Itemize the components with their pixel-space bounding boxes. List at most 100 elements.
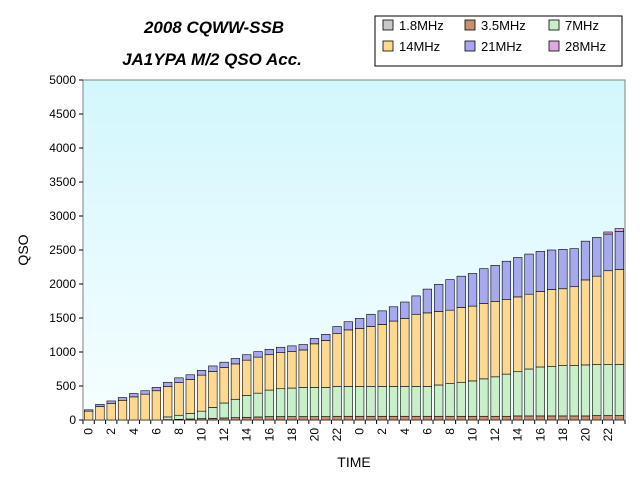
bar-segment-21mhz <box>388 306 399 322</box>
bar-segment-7mhz <box>219 402 229 419</box>
bar-segment-7mhz <box>479 378 489 417</box>
bar-segment-21mhz <box>445 279 455 311</box>
bar-segment-3-5mhz <box>253 416 263 421</box>
bar-segment-14mhz <box>558 288 568 366</box>
plot-area <box>82 79 626 421</box>
bar-segment-7mhz <box>321 387 331 417</box>
bar-segment-3-5mhz <box>321 416 331 421</box>
bar-segment-3-5mhz <box>501 415 512 421</box>
bar-segment-21mhz <box>253 351 263 358</box>
x-tick-label: 2 <box>104 428 118 435</box>
bar-segment-21mhz <box>151 387 161 392</box>
y-axis: 0 500 1000 1500 2000 2500 3000 3500 4000 4500 5000 <box>49 73 83 427</box>
y-tick-label: 0 <box>69 413 76 427</box>
bar-segment-3-5mhz <box>614 415 624 421</box>
x-tick-label: 0 <box>353 428 367 435</box>
bar-segment-7mhz <box>456 381 466 417</box>
bar-segment-21mhz <box>321 334 331 341</box>
bar-segment-3-5mhz <box>366 415 376 421</box>
bar-segment-14mhz <box>603 270 613 365</box>
bar-segment-21mhz <box>95 404 105 407</box>
bar-segment-7mhz <box>208 407 218 419</box>
legend-box <box>374 15 623 67</box>
bar-segment-21mhz <box>230 358 241 365</box>
y-tick-label: 1000 <box>49 345 76 359</box>
bar-segment-21mhz <box>129 393 139 398</box>
bar-segment-21mhz <box>287 345 297 352</box>
bar-segment-14mhz <box>196 374 207 412</box>
x-tick-label: 10 <box>466 428 480 442</box>
bar-segment-14mhz <box>264 354 274 391</box>
bar-segment-14mhz <box>287 351 297 389</box>
bar-segment-7mhz <box>185 413 195 420</box>
bar-segment-21mhz <box>163 381 173 387</box>
bar-segment-21mhz <box>174 377 184 383</box>
bar-segment-21mhz <box>501 260 512 300</box>
bar-segment-7mhz <box>467 380 478 417</box>
x-tick-label: 14 <box>511 428 525 442</box>
bar-segment-7mhz <box>513 371 523 417</box>
bar-segment-21mhz <box>355 318 365 329</box>
bar-segment-3-5mhz <box>355 415 365 421</box>
bar-segment-7mhz <box>501 373 512 417</box>
bar-segment-21mhz <box>366 313 376 327</box>
y-tick-label: 4000 <box>49 141 76 155</box>
bar-segment-21mhz <box>592 237 602 277</box>
bar-segment-3-5mhz <box>434 415 444 421</box>
bar-segment-7mhz <box>535 366 545 417</box>
bar-segment-14mhz <box>456 307 466 383</box>
bar-segment-3-5mhz <box>276 416 286 421</box>
bar-segment-14mhz <box>535 291 545 368</box>
bar-segment-21mhz <box>106 400 116 404</box>
bar-segment-14mhz <box>242 359 252 396</box>
bar-segment-7mhz <box>434 384 444 417</box>
bar-segment-14mhz <box>614 269 624 365</box>
bar-segment-14mhz <box>445 309 455 384</box>
bar-segment-3-5mhz <box>603 415 613 421</box>
bar-segment-3-5mhz <box>445 415 455 421</box>
bar-segment-21mhz <box>185 374 195 380</box>
bar-segment-3-5mhz <box>524 415 534 421</box>
legend-label: 1.8MHz <box>399 18 444 33</box>
bar-segment-21mhz <box>298 344 308 351</box>
bar-segment-14mhz <box>411 313 421 387</box>
bar-segment-21mhz <box>264 348 274 356</box>
y-tick-label: 5000 <box>49 73 76 87</box>
bar-segment-7mhz <box>366 386 376 417</box>
bar-segment-14mhz <box>117 399 128 421</box>
bar-segment-7mhz <box>242 395 252 418</box>
bar-segment-14mhz <box>321 340 331 388</box>
bar-segment-14mhz <box>377 324 387 387</box>
x-tick-label: 20 <box>307 428 321 442</box>
bar-segment-7mhz <box>343 386 353 417</box>
bar-segment-7mhz <box>580 364 591 417</box>
bar-segment-7mhz <box>253 392 263 418</box>
x-tick-label: 6 <box>149 428 163 435</box>
y-tick-label: 2000 <box>49 277 76 291</box>
bar-segment-14mhz <box>501 298 512 375</box>
bar-segment-14mhz <box>84 410 94 421</box>
bar-segment-21mhz <box>196 370 207 376</box>
bar-segment-7mhz <box>377 386 387 417</box>
bar-segment-3-5mhz <box>400 415 410 421</box>
bar-segment-3-5mhz <box>343 415 353 421</box>
bar-segment-14mhz <box>185 379 195 414</box>
bar-segment-21mhz <box>343 321 353 331</box>
bar-segment-14mhz <box>151 390 161 421</box>
bar-segment-21mhz <box>84 409 94 412</box>
bar-segment-14mhz <box>524 293 534 370</box>
bar-segment-3-5mhz <box>264 416 274 421</box>
bar-segment-7mhz <box>174 414 184 420</box>
chart-title-line-1: 2008 CQWW-SSB <box>143 18 284 37</box>
bar-segment-7mhz <box>400 386 410 417</box>
bar-segment-7mhz <box>603 364 613 416</box>
x-axis-label: TIME <box>337 454 370 470</box>
bar-segment-3-5mhz <box>513 415 523 421</box>
bar-segment-14mhz <box>174 382 184 416</box>
legend-label: 3.5MHz <box>481 18 526 33</box>
bar-segment-3-5mhz <box>456 415 466 421</box>
bar-segment-3-5mhz <box>332 415 342 421</box>
bar-segment-7mhz <box>332 386 342 417</box>
y-tick-label: 4500 <box>49 107 76 121</box>
bar-segment-14mhz <box>490 301 500 378</box>
